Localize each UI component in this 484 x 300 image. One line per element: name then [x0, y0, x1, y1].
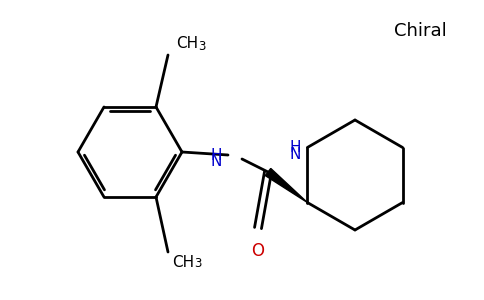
Text: CH: CH [176, 36, 198, 51]
Polygon shape [265, 168, 307, 202]
Text: CH: CH [172, 255, 194, 270]
Text: 3: 3 [198, 40, 205, 53]
Text: O: O [252, 242, 264, 260]
Text: H: H [290, 140, 302, 155]
Text: Chiral: Chiral [393, 22, 446, 40]
Text: N: N [290, 147, 302, 162]
Text: H: H [211, 148, 222, 163]
Text: N: N [211, 154, 222, 169]
Text: 3: 3 [194, 257, 201, 270]
